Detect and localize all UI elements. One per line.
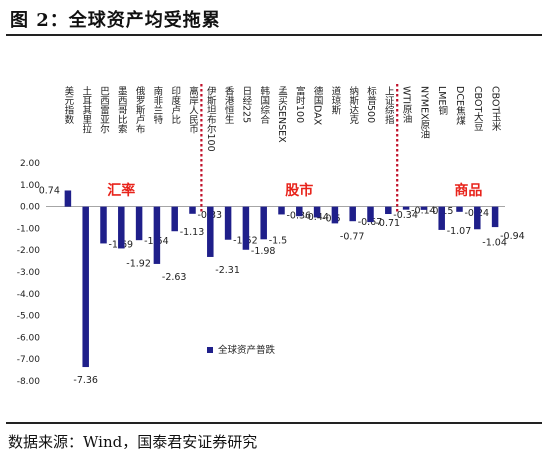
figure-title: 图 2：全球资产均受拖累 (10, 10, 221, 31)
category-label: 离岸人民币 (187, 85, 199, 134)
y-tick-label: -1.00 (17, 224, 41, 234)
category-label: 土耳其里拉 (80, 85, 92, 134)
bar (367, 206, 374, 223)
category-label: 伊斯坦布尔100 (205, 85, 217, 151)
y-tick-label: 0.00 (20, 203, 40, 213)
value-label: 0.74 (39, 185, 60, 196)
value-label: -0.44 (304, 212, 329, 223)
y-tick-label: -8.00 (17, 377, 41, 387)
category-label: WTI原油 (401, 86, 413, 124)
category-label: 道琼斯 (329, 85, 341, 115)
bar (456, 206, 463, 212)
bar (385, 206, 392, 215)
y-tick-label: -3.00 (17, 268, 41, 278)
category-label: 香港恒生 (223, 86, 235, 124)
y-tick-label: 1.00 (20, 181, 40, 191)
bar (438, 206, 445, 230)
category-label: CBOT大豆 (472, 86, 484, 131)
y-tick-label: 2.00 (20, 159, 40, 169)
category-label: 印度卢比 (169, 85, 181, 124)
bar (349, 206, 356, 222)
value-label: -1.98 (251, 246, 276, 257)
bar (82, 206, 89, 368)
y-tick-label: -4.00 (17, 290, 41, 300)
category-label: 墨西哥比索 (116, 86, 128, 134)
bar (189, 206, 196, 214)
value-label: -0.14 (411, 206, 436, 217)
y-tick-label: -5.00 (17, 312, 41, 322)
value-label: -0.67 (358, 217, 383, 228)
bar (420, 206, 428, 210)
bar (331, 206, 339, 224)
source-rule (6, 422, 542, 424)
value-label: -2.31 (215, 265, 240, 276)
title-rule (6, 34, 542, 36)
bar (171, 206, 178, 232)
bar (260, 206, 267, 240)
value-label: -1.07 (447, 226, 472, 237)
bar (474, 206, 481, 230)
bar (278, 206, 285, 215)
category-label: DCE焦煤 (454, 86, 466, 126)
value-label: -1.13 (180, 227, 205, 238)
legend-label: 全球资产普跌 (218, 344, 276, 356)
category-label: 巴西雷亚尔 (98, 86, 110, 134)
category-label: 纳斯达克 (347, 85, 359, 125)
group-label-commodity: 商品 (454, 182, 482, 199)
bar (64, 190, 72, 207)
legend-swatch (207, 347, 213, 353)
bar (153, 206, 161, 264)
category-label: 美元指数 (62, 85, 74, 125)
category-label: NYMEX原油 (418, 86, 430, 139)
category-label: 俄罗斯卢布 (134, 85, 146, 134)
category-label: 韩国综合 (258, 85, 270, 125)
value-label: -0.34 (393, 210, 418, 221)
category-label: 标普500 (365, 85, 377, 123)
bar (118, 206, 125, 249)
category-label: CBOT玉米 (490, 86, 502, 132)
value-label: -0.94 (500, 231, 525, 242)
bar (100, 206, 107, 244)
group-label-fx: 汇率 (107, 182, 135, 199)
y-tick-label: -6.00 (17, 333, 41, 343)
value-label: -0.5 (322, 214, 341, 225)
category-label: 日经225 (240, 86, 252, 123)
value-label: -7.36 (73, 375, 98, 386)
bar (224, 206, 232, 240)
bar (135, 206, 143, 241)
category-label: 富时100 (294, 85, 306, 123)
value-label: -2.63 (162, 272, 187, 283)
value-label: -0.71 (376, 218, 401, 229)
bar (207, 206, 214, 257)
bar (491, 206, 499, 228)
source-note: 数据来源：Wind，国泰君安证券研究 (8, 433, 258, 451)
category-label: LME铜 (436, 86, 448, 116)
bar (402, 206, 410, 210)
bar (296, 206, 303, 217)
category-label: 德国DAX (312, 85, 324, 125)
value-label: -0.77 (340, 231, 365, 242)
bar (242, 206, 250, 250)
value-label: -1.92 (126, 258, 151, 269)
category-label: 孟买SENSEX (276, 86, 288, 143)
category-label: 南非兰特 (151, 85, 163, 124)
y-tick-label: -2.00 (17, 246, 41, 256)
value-label: -1.04 (482, 237, 507, 248)
bar (313, 206, 321, 218)
value-label: -1.5 (269, 235, 288, 246)
group-label-equity: 股市 (285, 182, 313, 199)
y-tick-label: -7.00 (17, 355, 41, 365)
category-label: 上证综指 (383, 86, 395, 125)
